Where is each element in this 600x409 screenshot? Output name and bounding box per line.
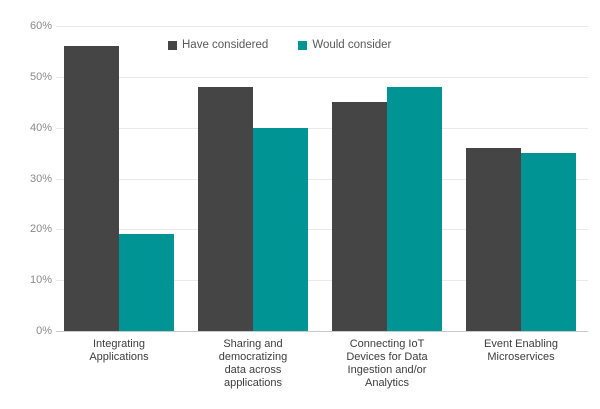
gridline [56, 229, 588, 230]
gridline [56, 179, 588, 180]
bar-series1-cat1 [253, 128, 308, 331]
category-label: Connecting IoT Devices for Data Ingestio… [346, 338, 428, 389]
legend-item: Would consider [298, 39, 391, 51]
category-label: Integrating Applications [89, 338, 149, 363]
bar-series1-cat3 [521, 153, 576, 331]
gridline [56, 128, 588, 129]
bar-series0-cat0 [64, 46, 119, 331]
y-tick-label: 20% [29, 223, 52, 235]
legend-item: Have considered [168, 39, 268, 51]
y-tick-label: 50% [29, 71, 52, 83]
category-label: Sharing and democratizing data across ap… [218, 338, 288, 389]
bar-series1-cat2 [387, 87, 442, 331]
legend-swatch-icon [298, 40, 308, 50]
gridline [56, 280, 588, 281]
y-tick-label: 30% [29, 173, 52, 185]
bar-series0-cat2 [332, 102, 387, 331]
y-tick-label: 40% [29, 122, 52, 134]
legend: Have considered Would consider [168, 39, 391, 51]
gridline [56, 77, 588, 78]
bar-series1-cat0 [119, 234, 174, 331]
y-tick-label: 0% [36, 325, 52, 337]
y-tick-label: 60% [29, 20, 52, 32]
y-tick-label: 10% [29, 274, 52, 286]
bar-series0-cat1 [198, 87, 253, 331]
legend-label: Have considered [182, 39, 269, 51]
x-axis-line [56, 331, 588, 332]
legend-swatch-icon [168, 40, 177, 50]
bar-series0-cat3 [466, 148, 521, 331]
gridline [56, 26, 588, 27]
category-label: Event Enabling Microservices [484, 338, 558, 363]
legend-label: Would consider [312, 39, 392, 51]
